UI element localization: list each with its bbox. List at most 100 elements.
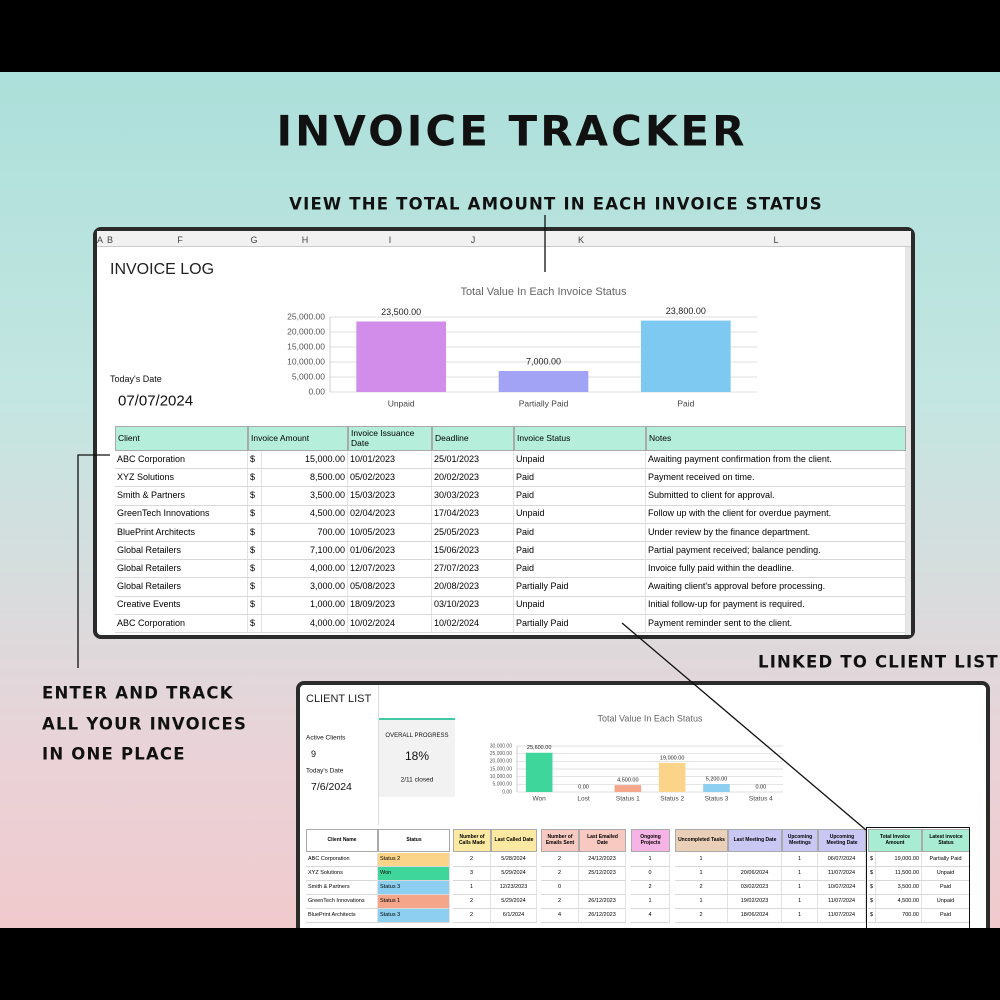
value-label: 25,600.00: [527, 745, 551, 751]
table-cell: 5/29/2024: [491, 867, 537, 881]
x-tick-label: Partially Paid: [519, 398, 569, 408]
table-cell: $: [248, 487, 262, 506]
table-header: Invoice Amount: [248, 426, 348, 451]
table-cell: Status 1: [378, 895, 450, 909]
table-cell: $: [248, 451, 262, 470]
table-cell: ABC Corporation: [115, 614, 248, 633]
table-cell: 1: [782, 853, 818, 867]
table-cell: 5/29/2024: [491, 895, 537, 909]
table-cell: 06/07/2024: [818, 853, 866, 867]
table-cell: Status 3: [378, 881, 450, 895]
table-cell: XYZ Solutions: [306, 867, 378, 881]
table-cell: 3,000.00: [262, 578, 348, 597]
table-cell: 10/01/2023: [348, 451, 432, 470]
callout: IN ONE PLACE: [42, 744, 186, 764]
table-cell: 3: [453, 867, 491, 881]
date-value: 07/07/2024: [118, 392, 194, 410]
value-label: 0.00: [578, 784, 589, 790]
x-tick-label: Status 4: [749, 796, 773, 803]
chart-title: Total Value In Each Invoice Status: [460, 286, 627, 298]
table-cell: 700.00: [876, 909, 922, 923]
table-cell: Status 3: [378, 909, 450, 923]
table-cell: 19/02/2023: [728, 895, 782, 909]
table-cell: 20/02/2023: [432, 469, 514, 488]
value-label: 19,000.00: [660, 755, 684, 761]
label: Today's Date: [306, 767, 344, 775]
column-letter: G: [250, 235, 258, 245]
table-header: Invoice Issuance Date: [348, 426, 432, 451]
table-cell: 7,100.00: [262, 542, 348, 561]
bar: [356, 321, 447, 392]
table-cell: 1: [782, 909, 818, 923]
table-header: Total Invoice Amount: [868, 829, 922, 852]
table-cell: 2: [453, 895, 491, 909]
column-letter: J: [470, 235, 476, 245]
table-cell: 3,500.00: [262, 487, 348, 506]
table-cell: Paid: [514, 560, 646, 579]
callout: ENTER AND TRACK: [42, 683, 234, 703]
table-header: Uncompleted Tasks: [675, 829, 728, 852]
y-tick-label: 30,000.00: [490, 743, 512, 749]
table-cell: Partially Paid: [514, 578, 646, 597]
table-cell: 26/12/2023: [579, 895, 626, 909]
table-header: Number of Calls Made: [453, 829, 491, 852]
table-cell: 4: [541, 909, 579, 923]
date-label: Today's Date: [110, 374, 162, 384]
y-tick-label: 5,000.00: [493, 782, 513, 788]
y-tick-label: 15,000.00: [490, 766, 512, 772]
table-cell: 20/08/2023: [432, 578, 514, 597]
table-header: Client: [115, 426, 248, 451]
table-header: Last Called Date: [491, 829, 537, 852]
table-cell: 25/12/2023: [579, 867, 626, 881]
table-cell: 03/02/2023: [728, 881, 782, 895]
bar: [614, 785, 642, 792]
table-cell: 25/01/2023: [432, 451, 514, 470]
table-header: Deadline: [432, 426, 514, 451]
table-cell: 11/07/2024: [818, 867, 866, 881]
table-cell: GreenTech Innovations: [306, 895, 378, 909]
table-cell: 10/02/2024: [348, 614, 432, 633]
bottom-bar: [0, 928, 1000, 1000]
table-header: Upcoming Meeting Date: [818, 829, 866, 852]
table-header: Status: [378, 829, 450, 852]
table-cell: 2: [541, 853, 579, 867]
table-cell: 3,500.00: [876, 881, 922, 895]
table-cell: Follow up with the client for overdue pa…: [646, 505, 906, 524]
table-cell: 11,500.00: [876, 867, 922, 881]
sheet-heading: CLIENT LIST: [306, 693, 372, 705]
table-cell: Under review by the finance department.: [646, 523, 906, 542]
table-cell: 4: [631, 909, 670, 923]
table-cell: 19,000.00: [876, 853, 922, 867]
page-title: INVOICE TRACKER: [276, 106, 748, 156]
table-cell: Smith & Partners: [115, 487, 248, 506]
table-cell: 2: [675, 909, 728, 923]
value-label: 0.00: [755, 784, 766, 790]
table-cell: 03/10/2023: [432, 596, 514, 615]
table-cell: 2: [675, 881, 728, 895]
x-tick-label: Status 1: [616, 796, 640, 803]
value-label: 23,500.00: [381, 307, 421, 317]
table-cell: 18/06/2024: [728, 909, 782, 923]
table-cell: 12/23/2023: [491, 881, 537, 895]
table-cell: $: [248, 523, 262, 542]
table-cell: 2: [453, 909, 491, 923]
table-cell: 26/12/2023: [579, 909, 626, 923]
column-letter: H: [301, 235, 309, 245]
value: 7/6/2024: [311, 781, 352, 793]
scrollbar: [905, 247, 911, 635]
table-cell: Payment received on time.: [646, 469, 906, 488]
table-cell: $: [868, 895, 876, 909]
table-cell: 1: [782, 895, 818, 909]
bar: [525, 752, 553, 792]
table-cell: ABC Corporation: [306, 853, 378, 867]
table-header: Number of Emails Sent: [541, 829, 579, 852]
chart-title: Total Value In Each Status: [598, 713, 703, 723]
table-cell: 11/07/2024: [818, 909, 866, 923]
table-cell: 0: [631, 867, 670, 881]
table-cell: XYZ Solutions: [115, 469, 248, 488]
y-tick-label: 0.00: [502, 789, 512, 795]
column-letter: A: [96, 235, 104, 245]
bar: [703, 784, 730, 792]
table-cell: 17/04/2023: [432, 505, 514, 524]
